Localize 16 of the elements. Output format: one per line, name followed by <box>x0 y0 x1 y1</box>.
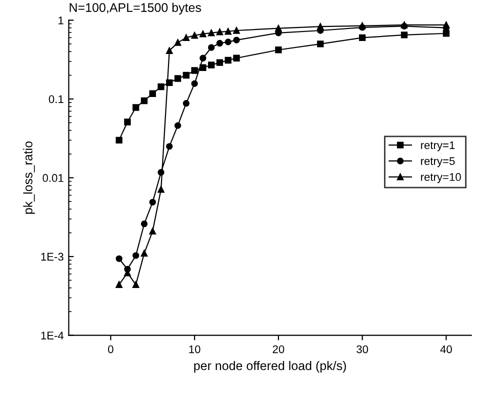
legend-label: retry=10 <box>421 173 461 184</box>
x-tick-label: 40 <box>440 345 452 354</box>
legend-label: retry=1 <box>421 141 455 152</box>
x-tick-label: 0 <box>108 345 114 354</box>
y-tick-label: 1E-3 <box>41 252 64 261</box>
x-axis-title: per node offered load (pk/s) <box>194 360 346 373</box>
legend-label: retry=5 <box>421 157 455 168</box>
y-tick-label: 1 <box>58 16 64 24</box>
y-tick-label: 1E-4 <box>41 332 64 340</box>
x-tick-label: 30 <box>356 345 368 354</box>
y-tick-label: 0.1 <box>48 95 64 104</box>
x-tick-label: 10 <box>189 345 200 354</box>
x-tick-label: 20 <box>272 345 284 354</box>
chart-title: N=100,APL=1500 bytes <box>70 2 202 14</box>
y-tick-label: 0.01 <box>42 174 64 182</box>
y-axis-title: pk_loss_ratio <box>23 141 35 214</box>
